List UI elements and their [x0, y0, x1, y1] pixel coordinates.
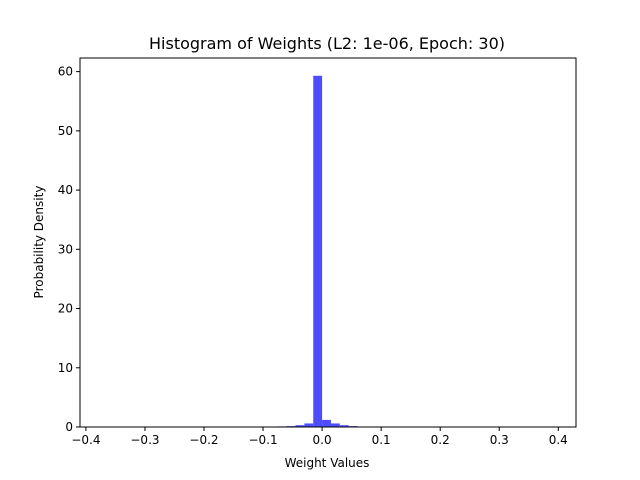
x-tick-label: −0.3: [130, 433, 159, 447]
x-tick-label: 0.4: [549, 433, 568, 447]
histogram-bar: [330, 423, 340, 427]
y-tick-label: 10: [58, 361, 73, 375]
histogram-bar: [304, 423, 314, 427]
x-axis-label: Weight Values: [285, 456, 370, 470]
chart-title: Histogram of Weights (L2: 1e-06, Epoch: …: [149, 34, 505, 53]
y-tick-label: 50: [58, 124, 73, 138]
y-tick-label: 20: [58, 302, 73, 316]
x-axis-ticks: −0.4 −0.3 −0.2 −0.1 0.0 0.1 0.2 0.3 0.4: [71, 427, 568, 447]
x-tick-label: −0.1: [248, 433, 277, 447]
x-tick-label: −0.4: [71, 433, 100, 447]
y-tick-label: 30: [58, 242, 73, 256]
plot-frame: [79, 57, 577, 428]
histogram-bar: [339, 425, 349, 427]
y-axis-label: Probability Density: [32, 186, 46, 299]
y-axis-ticks: 0 10 20 30 40 50 60: [58, 65, 80, 434]
y-tick-label: 40: [58, 183, 73, 197]
histogram-bar: [295, 425, 305, 427]
histogram-bar: [322, 419, 331, 427]
x-tick-label: 0.0: [313, 433, 332, 447]
y-tick-label: 0: [65, 420, 73, 434]
histogram-bars: [268, 75, 367, 427]
x-tick-label: 0.2: [431, 433, 450, 447]
histogram-bar: [313, 75, 323, 427]
y-tick-label: 60: [58, 65, 73, 79]
x-tick-label: 0.3: [490, 433, 509, 447]
x-tick-label: 0.1: [372, 433, 391, 447]
x-tick-label: −0.2: [189, 433, 218, 447]
